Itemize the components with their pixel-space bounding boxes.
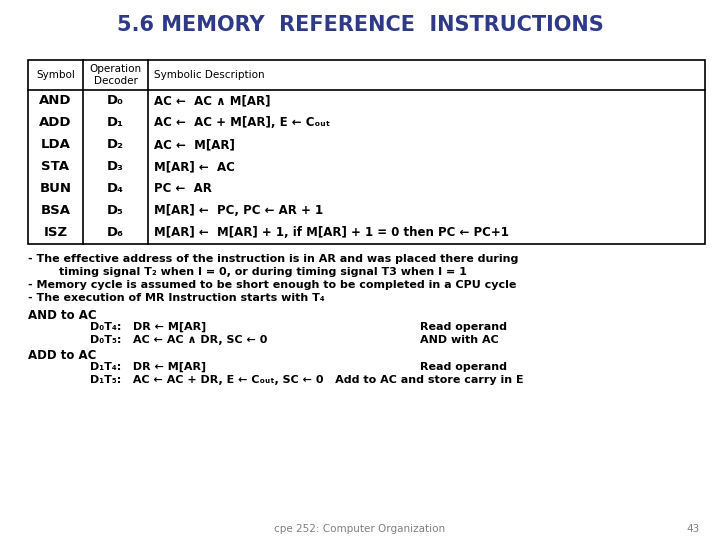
Text: AND with AC: AND with AC xyxy=(420,335,499,345)
Text: M[AR] ←  PC, PC ← AR + 1: M[AR] ← PC, PC ← AR + 1 xyxy=(154,205,323,218)
Text: ISZ: ISZ xyxy=(43,226,68,240)
Text: cpe 252: Computer Organization: cpe 252: Computer Organization xyxy=(274,524,446,534)
Text: D₀: D₀ xyxy=(107,94,124,107)
Text: 5.6 MEMORY  REFERENCE  INSTRUCTIONS: 5.6 MEMORY REFERENCE INSTRUCTIONS xyxy=(117,15,603,35)
Text: ADD: ADD xyxy=(40,117,72,130)
Text: BSA: BSA xyxy=(40,205,71,218)
Text: Read operand: Read operand xyxy=(420,362,507,372)
Text: - The execution of MR Instruction starts with T₄: - The execution of MR Instruction starts… xyxy=(28,293,325,303)
Text: LDA: LDA xyxy=(40,138,71,152)
Text: D₀T₅:   AC ← AC ∧ DR, SC ← 0: D₀T₅: AC ← AC ∧ DR, SC ← 0 xyxy=(90,335,267,345)
Text: - The effective address of the instruction is in AR and was placed there during: - The effective address of the instructi… xyxy=(28,254,518,264)
Text: D₃: D₃ xyxy=(107,160,124,173)
Text: D₂: D₂ xyxy=(107,138,124,152)
Text: D₆: D₆ xyxy=(107,226,124,240)
Text: AND: AND xyxy=(40,94,72,107)
Text: BUN: BUN xyxy=(40,183,71,195)
Text: 43: 43 xyxy=(687,524,700,534)
Text: Symbolic Description: Symbolic Description xyxy=(154,70,265,80)
Text: Symbol: Symbol xyxy=(36,70,75,80)
Text: AC ←  M[AR]: AC ← M[AR] xyxy=(154,138,235,152)
Text: Read operand: Read operand xyxy=(420,322,507,332)
Text: D₁: D₁ xyxy=(107,117,124,130)
Text: D₀T₄:   DR ← M[AR]: D₀T₄: DR ← M[AR] xyxy=(90,322,206,332)
Text: D₅: D₅ xyxy=(107,205,124,218)
Text: STA: STA xyxy=(42,160,70,173)
FancyBboxPatch shape xyxy=(28,60,705,244)
Text: D₁T₅:   AC ← AC + DR, E ← Cₒᵤₜ, SC ← 0   Add to AC and store carry in E: D₁T₅: AC ← AC + DR, E ← Cₒᵤₜ, SC ← 0 Add… xyxy=(90,375,523,385)
Text: M[AR] ←  M[AR] + 1, if M[AR] + 1 = 0 then PC ← PC+1: M[AR] ← M[AR] + 1, if M[AR] + 1 = 0 then… xyxy=(154,226,509,240)
Text: - Memory cycle is assumed to be short enough to be completed in a CPU cycle: - Memory cycle is assumed to be short en… xyxy=(28,280,516,290)
Text: D₄: D₄ xyxy=(107,183,124,195)
Text: Operation
Decoder: Operation Decoder xyxy=(89,64,142,86)
Text: D₁T₄:   DR ← M[AR]: D₁T₄: DR ← M[AR] xyxy=(90,362,206,372)
Text: AC ←  AC ∧ M[AR]: AC ← AC ∧ M[AR] xyxy=(154,94,271,107)
Text: PC ←  AR: PC ← AR xyxy=(154,183,212,195)
Text: M[AR] ←  AC: M[AR] ← AC xyxy=(154,160,235,173)
Text: timing signal T₂ when I = 0, or during timing signal T3 when I = 1: timing signal T₂ when I = 0, or during t… xyxy=(28,267,467,277)
Text: AC ←  AC + M[AR], E ← Cₒᵤₜ: AC ← AC + M[AR], E ← Cₒᵤₜ xyxy=(154,117,330,130)
Text: AND to AC: AND to AC xyxy=(28,309,96,322)
Text: ADD to AC: ADD to AC xyxy=(28,349,96,362)
